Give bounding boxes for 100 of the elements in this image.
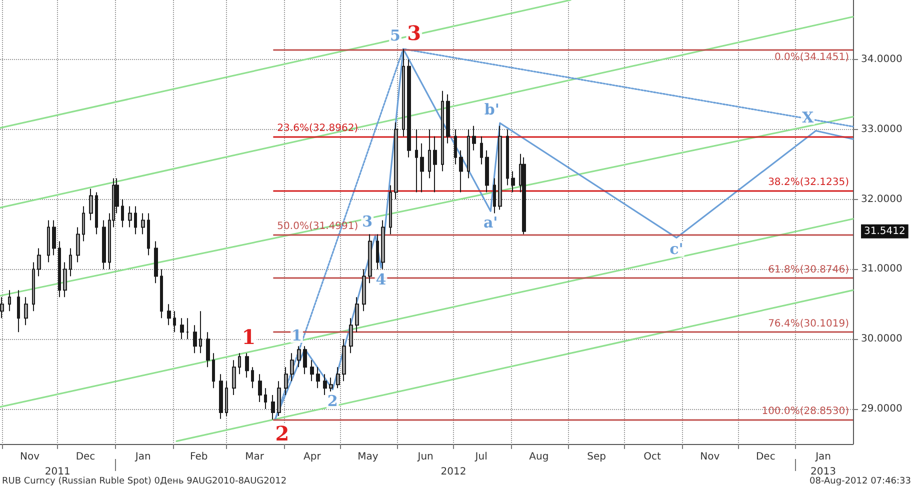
x-tick-label: Sep xyxy=(587,452,606,462)
ref-line-label: 38.2%(32.1235) xyxy=(768,177,850,188)
y-tick-label: 34.0000 xyxy=(861,54,902,65)
candlestick xyxy=(24,296,28,326)
candlestick xyxy=(433,136,437,193)
candlestick xyxy=(459,150,463,193)
candlestick xyxy=(8,290,11,312)
candlestick xyxy=(147,212,150,256)
candlestick xyxy=(47,220,50,263)
candlestick xyxy=(454,128,457,165)
candlestick xyxy=(290,352,294,382)
x-tick-label: May xyxy=(358,452,378,462)
candlestick xyxy=(485,150,489,193)
annotation: 1 xyxy=(242,325,256,350)
x-tick-label: Oct xyxy=(644,452,662,462)
candlestick xyxy=(472,125,476,151)
candlestick xyxy=(141,212,145,235)
x-tick-label: Mar xyxy=(245,452,265,462)
candlestick xyxy=(271,394,275,420)
y-tick-label: 29.0000 xyxy=(861,404,902,415)
candlestick xyxy=(376,234,379,270)
candlestick xyxy=(186,318,189,340)
candlestick xyxy=(245,352,249,378)
annotation: b' xyxy=(484,100,500,119)
x-tick-label: Dec xyxy=(76,452,96,462)
x-tick-label: Dec xyxy=(756,452,776,462)
y-tick-label: 31.5412 xyxy=(864,226,906,237)
y-tick-label: 32.0000 xyxy=(861,194,902,205)
candlestick xyxy=(128,206,132,228)
candlestick xyxy=(95,192,98,235)
candlestick xyxy=(446,94,450,144)
candlestick xyxy=(264,388,267,410)
candlestick xyxy=(134,206,137,235)
candlestick xyxy=(193,324,197,354)
candlestick xyxy=(154,240,158,284)
x-tick-label: Jun xyxy=(416,452,434,462)
x-tick-label: Jul xyxy=(474,452,488,462)
x-tick-label: Nov xyxy=(700,452,720,462)
candlestick xyxy=(238,352,241,375)
annotation: 5 xyxy=(390,26,400,44)
text: 08-Aug-2012 07:46:33 xyxy=(809,476,912,486)
candlestick xyxy=(102,220,106,270)
annotation: 2 xyxy=(327,392,338,410)
candlestick xyxy=(206,332,210,368)
candlestick xyxy=(52,220,56,256)
annotation: 4 xyxy=(376,270,386,288)
x2-tick-label: 2012 xyxy=(440,466,466,478)
candlestick xyxy=(329,377,333,392)
annotation: c' xyxy=(670,240,684,258)
candlestick xyxy=(173,310,176,333)
annotation: X xyxy=(802,108,814,126)
candlestick xyxy=(316,366,320,389)
x-tick-label: Aug xyxy=(529,452,549,462)
annotation: 3 xyxy=(407,20,422,45)
x-tick-label: Feb xyxy=(190,452,208,462)
candlestick xyxy=(407,58,411,158)
x-tick-label: Apr xyxy=(304,452,322,462)
ref-line-label: 23.6%(32.8962) xyxy=(277,123,358,134)
candlestick xyxy=(160,268,163,319)
candlestick xyxy=(310,360,314,382)
ref-line-label: 61.8%(30.8746) xyxy=(768,264,850,276)
annotation: 1 xyxy=(292,326,302,344)
x-tick-label: Jan xyxy=(134,452,151,462)
candlestick xyxy=(219,374,223,420)
x-tick-label: Jan xyxy=(814,452,831,462)
x2-tick-label: 2013 xyxy=(810,466,836,478)
candlestick xyxy=(251,366,254,389)
y-tick-label: 30.0000 xyxy=(861,334,902,345)
candlestick xyxy=(420,142,424,193)
candlestick xyxy=(297,346,301,368)
text: RUB Curncy (Russian Ruble Spot) 0День 9AUG2010-8AUG2012 xyxy=(2,476,287,486)
candlestick xyxy=(76,226,80,263)
y-tick-label: 33.0000 xyxy=(861,124,902,135)
candlestick xyxy=(167,304,171,326)
ref-line-label: 76.4%(30.1019) xyxy=(768,318,850,330)
annotation: a' xyxy=(483,214,498,232)
candlestick xyxy=(493,178,496,214)
candlestick xyxy=(180,318,184,340)
y-tick-label: 31.0000 xyxy=(861,264,902,275)
candlestick xyxy=(480,136,483,165)
candlestick xyxy=(511,170,515,193)
candlestick xyxy=(121,198,124,228)
candlestick xyxy=(258,374,262,403)
ref-line-label: 0.0%(34.1451) xyxy=(774,52,850,63)
ref-line-label: 100.0%(28.8530) xyxy=(762,406,850,417)
candlestick xyxy=(522,156,526,235)
candlestick xyxy=(355,296,359,333)
annotation: 2 xyxy=(275,422,290,446)
candlestick xyxy=(323,374,327,396)
candlestick xyxy=(82,206,85,242)
candlestick xyxy=(232,360,236,396)
candlestick xyxy=(415,128,418,193)
x-tick-label: Nov xyxy=(20,452,40,462)
candlestick xyxy=(303,346,307,375)
annotation: 3 xyxy=(362,212,373,230)
candlestick xyxy=(506,128,509,186)
candlestick xyxy=(17,290,20,333)
candlestick xyxy=(58,240,61,298)
candlestick xyxy=(212,352,215,389)
x2-tick-label: 2011 xyxy=(44,466,70,478)
